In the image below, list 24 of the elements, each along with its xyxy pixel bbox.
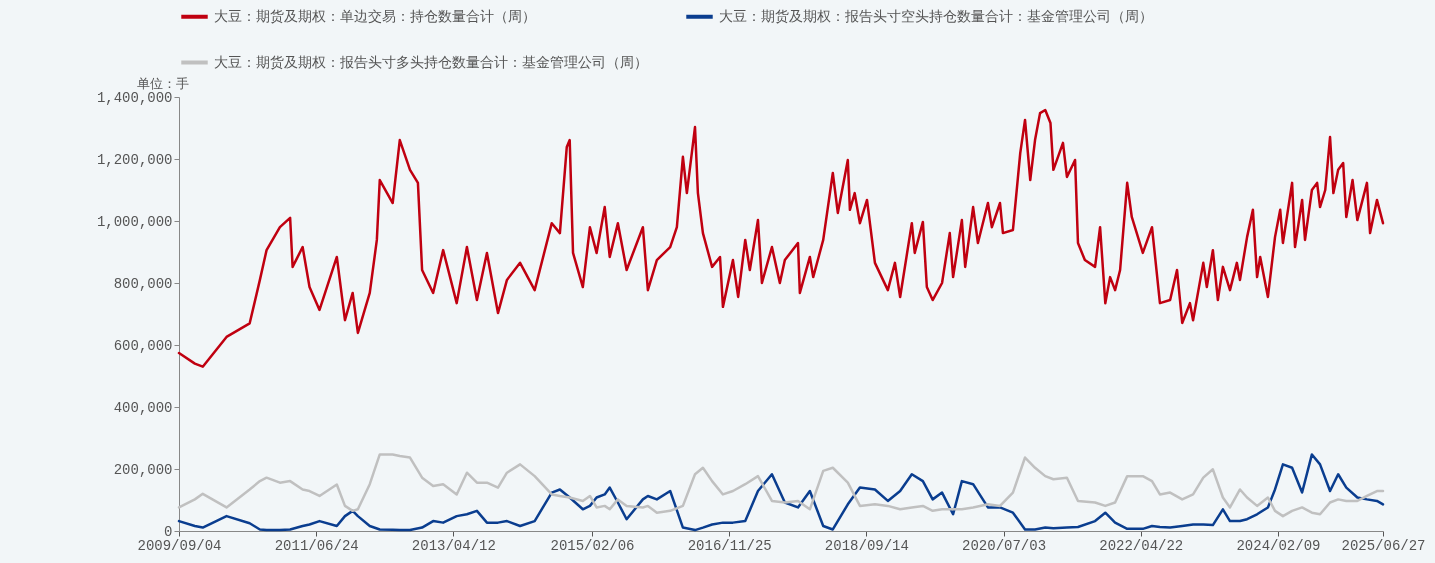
y-tick-label: 400,000 (113, 399, 173, 416)
y-tick-label: 1,200,000 (96, 151, 173, 168)
y-tick-label: 200,000 (113, 461, 173, 478)
text: 单位：手 (137, 77, 189, 92)
x-tick-label: 2013/04/12 (411, 537, 496, 554)
x-tick-label: 2022/04/22 (1099, 537, 1184, 554)
x-tick-label: 2018/09/14 (824, 537, 909, 554)
y-tick-label: 1,000,000 (96, 213, 173, 230)
y-tick-label: 0 (164, 523, 173, 540)
legend-label: 大豆：期货及期权：报告头寸多头持仓数量合计：基金管理公司（周） (214, 54, 648, 71)
y-tick-label: 800,000 (113, 275, 173, 292)
x-tick-label: 2015/02/06 (550, 537, 635, 554)
y-tick-label: 600,000 (113, 337, 173, 354)
x-tick-label: 2016/11/25 (687, 537, 772, 554)
line-series (177, 108, 1385, 368)
x-tick-label: 2009/09/04 (137, 537, 222, 554)
legend-label: 大豆：期货及期权：报告头寸空头持仓数量合计：基金管理公司（周） (719, 8, 1153, 25)
line-series (177, 453, 1385, 518)
y-tick-label: 1,400,000 (96, 89, 173, 106)
x-tick-label: 2025/06/27 (1341, 537, 1426, 554)
x-tick-label: 2020/07/03 (962, 537, 1047, 554)
x-tick-label: 2024/02/09 (1236, 537, 1321, 554)
legend-label: 大豆：期货及期权：单边交易：持仓数量合计（周） (214, 8, 536, 25)
x-tick-label: 2011/06/24 (274, 537, 359, 554)
